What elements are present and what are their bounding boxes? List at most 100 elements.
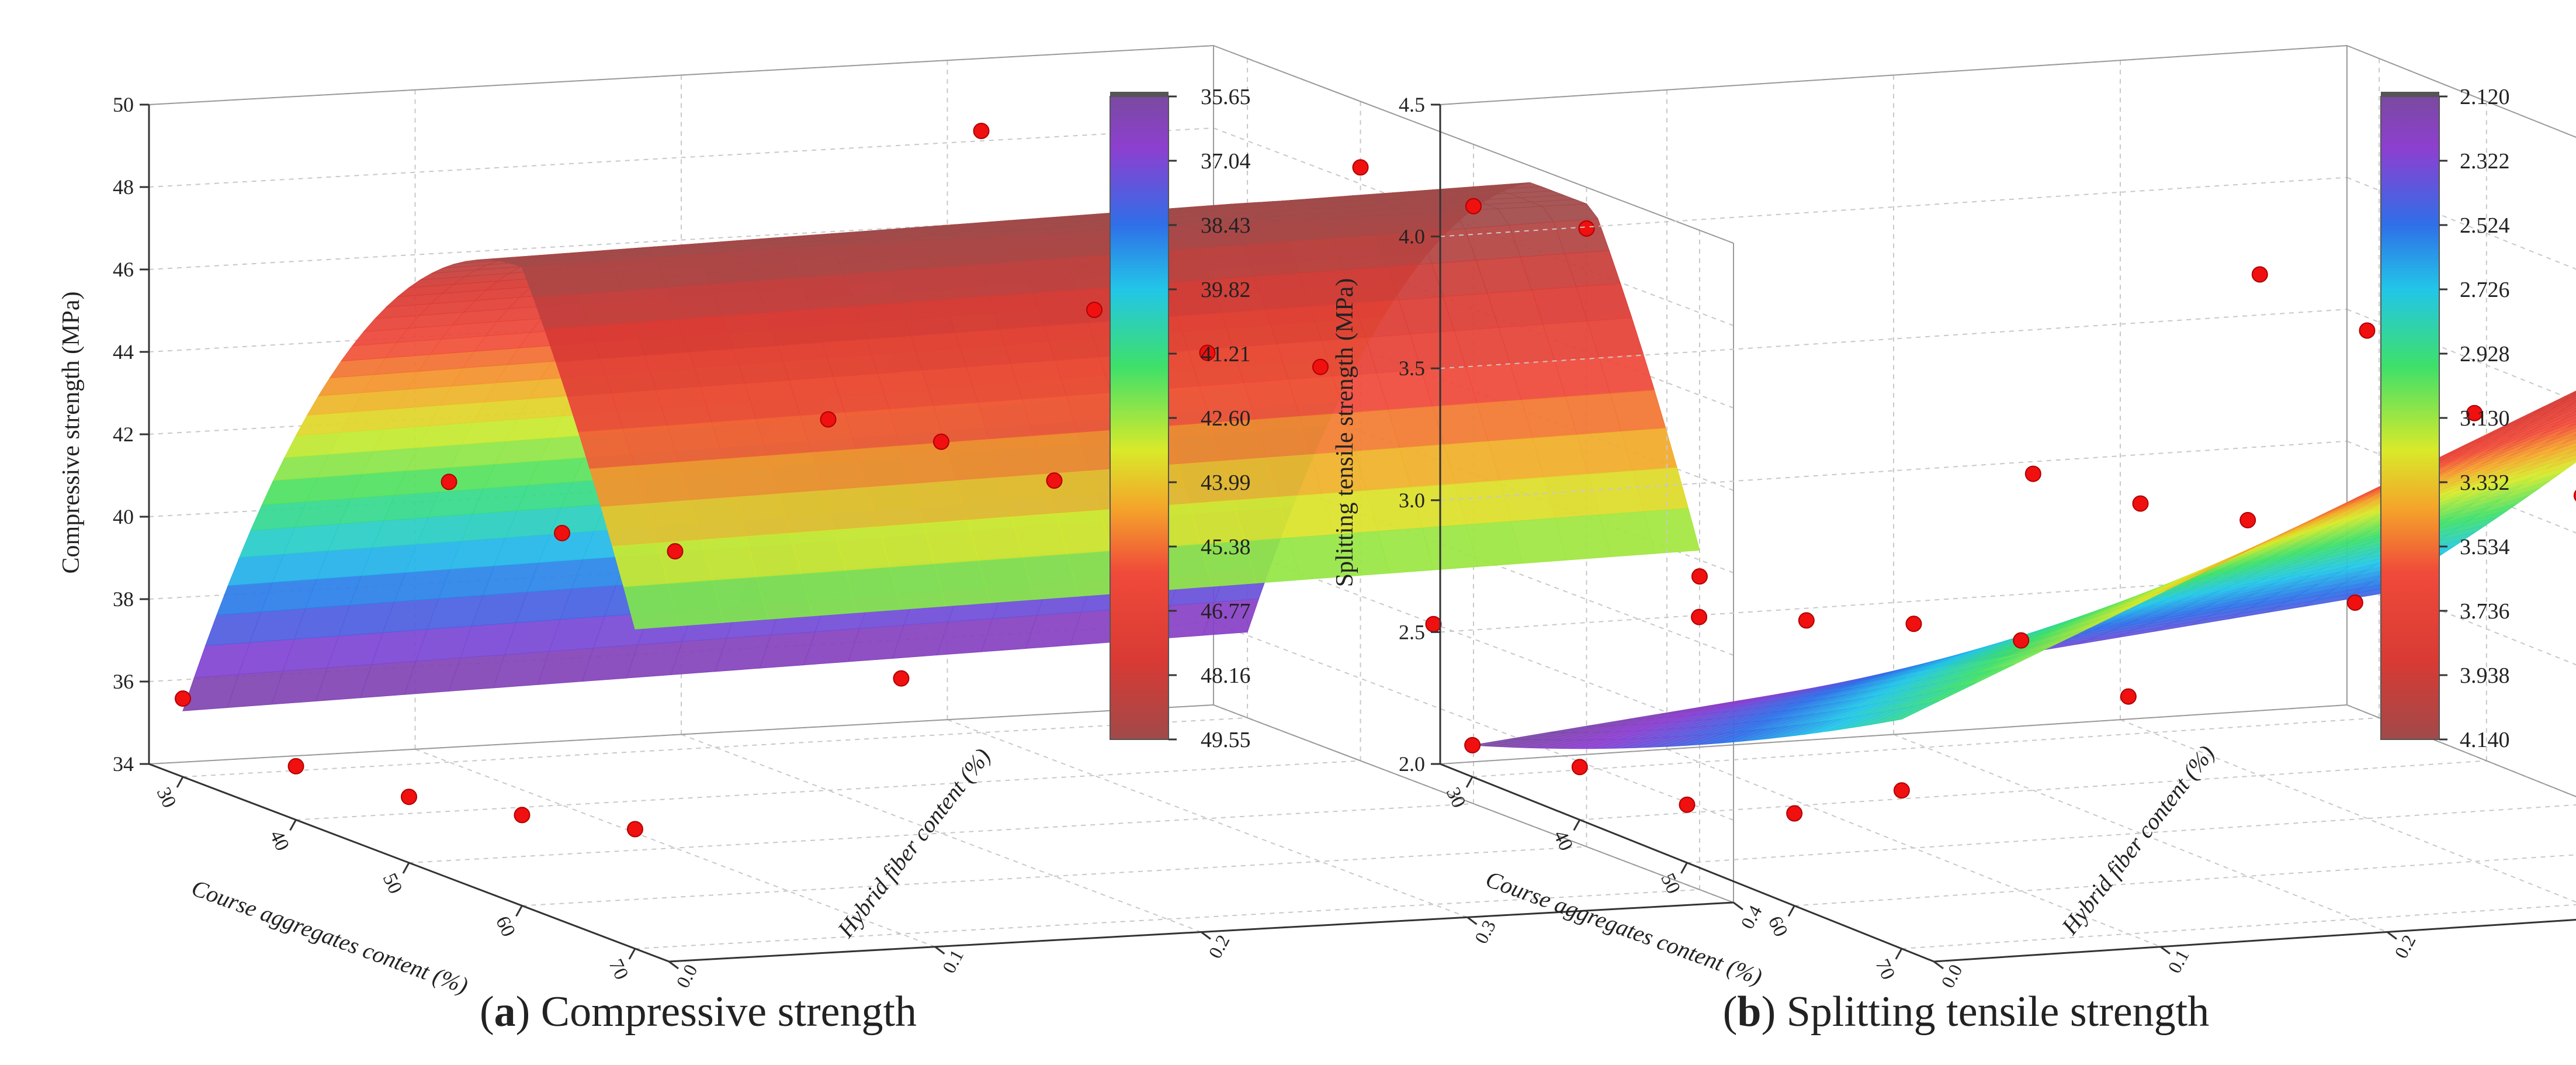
caption-paren-open: ( [1723,988,1738,1036]
data-point [1679,796,1696,813]
data-point [1893,782,1910,799]
colorbar-tick-label: 2.726 [2460,278,2510,302]
colorbar-tick-label: 3.736 [2460,599,2510,624]
colorbar-tick-label: 4.140 [2460,728,2510,752]
data-point [1798,612,1815,629]
x-tick-label: 60 [491,913,519,940]
x-tick-label: 50 [379,870,407,897]
colorbar [1110,96,1169,740]
z-tick-label: 38 [113,587,134,611]
y-tick-label: 0.0 [1937,961,1967,991]
colorbar-tick-label: 2.322 [2460,149,2510,174]
colorbar-tick-label: 46.77 [1201,599,1251,624]
z-tick-label: 48 [113,175,134,199]
caption-text: Splitting tensile strength [1787,988,2210,1036]
floor-grid-line [408,803,1474,863]
caption-letter: b [1737,988,1761,1036]
panel-caption: (a) Compressive strength [480,988,917,1036]
floor-grid-line [1893,734,2388,933]
z-tick-label: 2.0 [1399,752,1425,776]
z-tick-label: 4.0 [1399,225,1425,248]
y-tick-label: 0.2 [1204,931,1234,962]
floor-grid-line [2120,719,2576,903]
wall-grid-line [1440,440,2348,501]
data-point [2346,594,2363,611]
floor-grid-line [1472,717,2380,778]
caption-text: Compressive strength [541,988,917,1036]
x-tick-label: 50 [1656,870,1684,897]
data-point [441,473,457,490]
data-point [2132,495,2149,512]
x-tick-label: 30 [1442,784,1470,811]
surface-patch [1891,700,1940,722]
data-point [1352,159,1369,176]
data-point [1425,616,1442,632]
z-axis-label: Splitting tensile strength (MPa) [1332,278,1358,587]
y-tick [668,960,679,970]
data-point [287,758,304,774]
colorbar-tick-label: 45.38 [1201,535,1251,559]
z-tick-label: 40 [113,505,134,528]
data-point [1465,198,1482,215]
colorbar-tick-label: 42.60 [1201,406,1251,431]
wall-grid-line [148,127,1214,188]
box-edge [1440,45,2348,105]
floor-grid-line [522,846,1587,907]
y-tick [1733,901,1743,911]
x-tick [628,948,636,960]
y-axis-label: Hybrid fiber content (%) [2056,741,2220,940]
y-axis-line [1933,918,2576,963]
colorbar-tick-label: 48.16 [1201,663,1251,688]
colorbar-tick-label: 3.534 [2460,535,2510,559]
surface-patch [623,583,680,630]
x-tick [1465,776,1474,788]
y-tick [1933,960,1944,970]
x-tick [1895,948,1903,960]
y-tick-label: 0.4 [1736,902,1766,932]
colorbar-tick-label: 3.130 [2460,406,2510,431]
colorbar-tick-label: 38.43 [1201,213,1251,238]
panel-caption: (b) Splitting tensile strength [1723,988,2210,1036]
data-point [1786,805,1803,822]
z-tick-label: 42 [113,423,134,446]
y-tick-label: 0.1 [2164,946,2193,976]
data-point [1086,302,1103,319]
floor-grid-line [1794,854,2576,907]
floor-grid-line [1579,760,2487,821]
data-point [2466,404,2483,421]
data-point [973,122,990,139]
colorbar-tick-label: 2.120 [2460,85,2510,109]
x-tick-label: 70 [1871,956,1899,983]
floor-grid-line [296,760,1361,821]
data-point [1691,568,1708,585]
x-tick [1573,819,1581,831]
x-tick [1787,905,1795,917]
y-axis-label: Hybrid fiber content (%) [832,744,996,943]
colorbar-tick-label: 43.99 [1201,471,1251,495]
data-point [933,433,949,450]
colorbar-cap [1110,92,1169,96]
data-point [2013,632,2030,649]
x-tick-label: 30 [152,784,181,811]
colorbar-tick-label: 35.65 [1201,85,1251,109]
box-edge [148,704,1214,765]
data-point [2120,688,2137,705]
caption-letter: a [494,988,516,1036]
colorbar-tick-label: 39.82 [1201,278,1251,302]
data-point [175,690,192,707]
data-point [1578,220,1595,237]
x-tick [402,862,410,874]
data-point [401,789,417,805]
data-point [1199,344,1216,361]
z-tick-label: 50 [113,93,134,116]
colorbar-tick-label: 2.928 [2460,342,2510,366]
colorbar-tick-label: 37.04 [1201,149,1251,174]
z-tick-label: 3.5 [1399,357,1425,380]
box-edge [2346,45,2576,138]
y-tick-label: 0.0 [672,961,702,991]
x-tick-label: 70 [605,956,633,983]
data-point [554,524,571,541]
z-tick-label: 4.5 [1399,93,1425,116]
floor-grid-line [1901,904,2576,949]
